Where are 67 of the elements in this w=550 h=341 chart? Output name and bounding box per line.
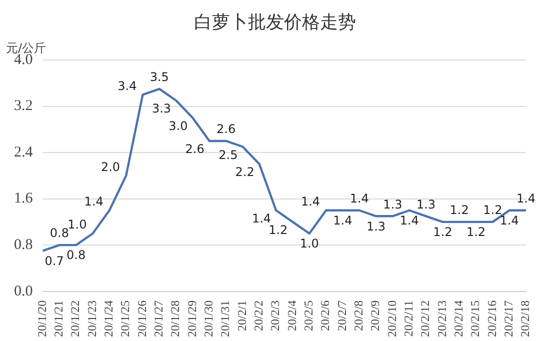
data-label: 3.5 [150,70,169,84]
data-label: 0.8 [66,248,86,262]
data-label: 1.2 [268,223,288,238]
data-label: 1.4 [84,194,104,208]
x-tick-label: 20/2/8 [352,300,366,332]
y-tick-label: 0.8 [14,237,33,254]
x-tick-label: 20/1/28 [168,300,182,338]
x-tick-label: 20/2/14 [452,300,466,338]
data-label: 1.4 [300,194,320,208]
y-tick-label: 1.6 [14,190,34,207]
x-tick-label: 20/1/26 [134,300,149,338]
data-label: 1.2 [433,225,452,240]
data-label: 2.6 [216,122,236,136]
data-label: 1.3 [416,197,436,212]
x-tick-label: 20/1/24 [102,300,116,338]
data-label: 2.0 [100,160,120,174]
x-tick-label: 20/2/7 [334,300,349,332]
x-tick-label: 20/1/23 [84,300,99,338]
x-tick-label: 20/2/3 [268,300,282,332]
data-label: 1.0 [68,218,87,232]
data-label: 1.2 [450,203,469,218]
data-label: 1.4 [516,191,536,206]
x-tick-label: 20/1/22 [68,300,82,338]
x-tick-label: 20/1/31 [218,300,232,338]
data-label: 1.0 [300,236,319,251]
data-label: 1.2 [483,203,502,218]
data-label: 2.6 [185,142,204,156]
x-tick-label: 20/1/20 [34,300,49,338]
x-tick-label: 20/2/18 [518,300,532,338]
x-tick-label: 20/2/16 [484,300,499,338]
x-tick-label: 20/2/10 [384,300,399,338]
x-tick-label: 20/2/9 [368,300,382,332]
x-tick-label: 20/2/2 [252,300,266,332]
y-tick-label: 0.0 [14,283,33,300]
x-tick-label: 20/2/6 [318,300,332,332]
x-tick-label: 20/2/15 [468,300,482,338]
data-label: 1.4 [252,211,272,226]
data-label: 1.4 [333,213,352,228]
x-tick-label: 20/2/11 [402,300,416,337]
data-label: 1.3 [366,219,386,234]
x-tick-label: 20/2/17 [501,300,516,338]
data-label: 3.4 [118,78,137,93]
x-tick-label: 20/1/25 [118,300,132,338]
chart-title: 白萝卜批发价格走势 [193,11,357,35]
y-tick-label: 2.4 [14,144,34,160]
x-tick-label: 20/2/4 [284,300,299,332]
data-label: 1.4 [350,191,369,206]
data-label: 1.4 [500,213,519,228]
x-tick-label: 20/2/13 [434,300,449,338]
data-label: 2.5 [218,148,238,162]
x-tick-label: 20/1/21 [52,300,66,338]
data-label: 1.2 [466,225,486,240]
x-tick-label: 20/1/30 [202,300,216,338]
data-label: 1.4 [400,213,419,228]
data-label: 3.0 [168,118,188,133]
y-tick-label: 3.2 [14,98,33,114]
data-label: 0.7 [44,254,64,268]
data-label: 0.8 [50,226,69,240]
x-tick-label: 20/1/27 [152,300,166,338]
x-tick-label: 20/2/1 [234,300,249,332]
data-label: 1.3 [383,197,402,212]
x-tick-label: 20/2/5 [302,300,316,332]
data-label: 2.2 [235,165,254,180]
data-label: 3.3 [152,102,172,116]
y-axis-title: 元/公斤 [6,40,46,55]
x-tick-label: 20/2/12 [418,300,432,338]
x-tick-label: 20/1/29 [184,300,199,338]
